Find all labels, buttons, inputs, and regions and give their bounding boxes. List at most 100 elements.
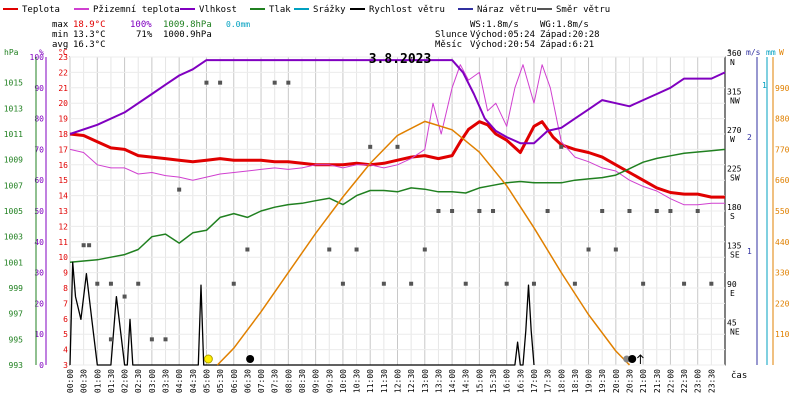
solar-tick-label: 330 bbox=[775, 269, 790, 278]
temp-tick-label: 11 bbox=[58, 238, 68, 247]
wind-direction-point bbox=[695, 209, 700, 213]
wind-direction-point bbox=[491, 209, 496, 213]
x-tick-label: 17:00 bbox=[530, 369, 539, 393]
wind-direction-point bbox=[436, 209, 441, 213]
pressure-tick-label: 1009 bbox=[4, 156, 23, 165]
wind-direction-point bbox=[613, 247, 618, 252]
solar-tick-label: 660 bbox=[775, 176, 790, 185]
temp-tick-label: 13 bbox=[58, 207, 68, 216]
moon-arrow-icon bbox=[637, 354, 644, 364]
x-tick-label: 10:30 bbox=[353, 369, 362, 393]
temp-tick-label: 22 bbox=[58, 68, 68, 77]
wind-direction-point bbox=[572, 281, 577, 286]
chart-title: 3.8.2023 bbox=[369, 52, 432, 67]
temp-tick-label: 6 bbox=[63, 315, 68, 324]
legend-item-label: Tlak bbox=[269, 5, 291, 15]
x-tick-label: 06:00 bbox=[230, 369, 239, 393]
temp-tick-label: 9 bbox=[63, 269, 68, 278]
x-tick-label: 01:00 bbox=[93, 369, 102, 393]
x-tick-label: 07:00 bbox=[257, 369, 266, 393]
direction-tick-label: NE bbox=[730, 328, 740, 337]
x-tick-label: 10:00 bbox=[339, 369, 348, 393]
stats-max-rain: 0.0mm bbox=[226, 20, 250, 29]
x-tick-label: 03:30 bbox=[162, 369, 171, 393]
humidity-tick-label: 60 bbox=[34, 176, 44, 185]
wind-direction-point bbox=[368, 144, 373, 149]
humidity-tick-label: 80 bbox=[34, 115, 44, 124]
x-tick-label: 23:30 bbox=[707, 369, 716, 393]
pressure-tick-label: 1013 bbox=[4, 104, 23, 113]
direction-tick-value: 360 bbox=[727, 49, 742, 58]
wind-direction-point bbox=[450, 209, 455, 213]
direction-tick-value: 270 bbox=[727, 126, 742, 135]
x-tick-label: 02:00 bbox=[121, 369, 130, 393]
x-tick-label: 08:00 bbox=[284, 369, 293, 393]
solar-tick-label: 440 bbox=[775, 238, 790, 247]
x-tick-label: 11:00 bbox=[366, 369, 375, 393]
temp-tick-label: 20 bbox=[58, 99, 68, 108]
wind-direction-point bbox=[586, 247, 591, 252]
humidity-tick-label: 20 bbox=[34, 299, 44, 308]
temp-tick-label: 3 bbox=[63, 361, 68, 370]
direction-tick-value: 90 bbox=[727, 280, 737, 289]
legend-item-label: Směr větru bbox=[556, 5, 610, 15]
wind-direction-point bbox=[682, 281, 687, 286]
pressure-tick-label: 999 bbox=[9, 284, 24, 293]
wind-direction-point bbox=[122, 294, 127, 299]
pressure-tick-label: 1005 bbox=[4, 207, 23, 216]
x-tick-label: 22:00 bbox=[666, 369, 675, 393]
temp-tick-label: 10 bbox=[58, 253, 68, 262]
stats-min-label: min bbox=[52, 30, 68, 40]
pressure-tick-label: 1015 bbox=[4, 79, 23, 88]
rain-unit: mm bbox=[766, 48, 776, 57]
wind-direction-point bbox=[81, 243, 86, 248]
stats-min-temp: 13.3°C bbox=[73, 30, 106, 40]
wind-direction-point bbox=[381, 281, 386, 286]
legend-item-label: Náraz větru bbox=[477, 5, 537, 15]
x-tick-label: 16:00 bbox=[503, 369, 512, 393]
x-tick-label: 07:30 bbox=[271, 369, 280, 393]
direction-tick-label: SE bbox=[730, 251, 740, 260]
stats-wg: WG:1.8m/s bbox=[540, 20, 589, 30]
sunset-icon bbox=[623, 355, 631, 363]
humidity-series bbox=[69, 59, 726, 145]
legend-item-label: Teplota bbox=[22, 5, 60, 15]
pressure-tick-label: 993 bbox=[9, 361, 24, 370]
stats-ws: WS:1.8m/s bbox=[470, 20, 519, 30]
temperature-unit: °C bbox=[58, 48, 68, 57]
wind-direction-point bbox=[627, 209, 632, 213]
wind-direction-point bbox=[163, 337, 168, 342]
direction-tick-label: NW bbox=[730, 97, 740, 106]
direction-tick-label: S bbox=[730, 212, 735, 221]
wind-direction-point bbox=[477, 209, 482, 213]
x-tick-label: 03:00 bbox=[148, 369, 157, 393]
direction-tick-value: 45 bbox=[727, 319, 737, 328]
stats-moon-label: Měsíc bbox=[435, 40, 462, 50]
pressure-tick-label: 1007 bbox=[4, 181, 23, 190]
x-tick-label: 01:30 bbox=[107, 369, 116, 393]
wind-direction-point bbox=[409, 281, 414, 286]
wind-direction-point bbox=[463, 281, 468, 286]
stats-avg-temp: 16.3°C bbox=[73, 40, 106, 50]
humidity-tick-label: 40 bbox=[34, 238, 44, 247]
wind-direction-point bbox=[95, 281, 100, 286]
wind-direction-point bbox=[545, 209, 550, 213]
temp-tick-label: 16 bbox=[58, 161, 68, 170]
stats-sunrise: Východ:05:24 bbox=[470, 30, 535, 40]
pressure-tick-label: 1001 bbox=[4, 258, 23, 267]
x-tick-label: 21:30 bbox=[653, 369, 662, 393]
x-tick-label: 14:00 bbox=[448, 369, 457, 393]
x-tick-label: 22:30 bbox=[680, 369, 689, 393]
wind-direction-point bbox=[422, 247, 427, 252]
temp-tick-label: 21 bbox=[58, 84, 68, 93]
direction-unit: ° bbox=[727, 48, 732, 57]
stats-sunset: Západ:20:28 bbox=[540, 30, 600, 40]
x-tick-label: 18:30 bbox=[571, 369, 580, 393]
chart-header: 3.8.2023 čas max 18.9°C 100% 1009.8hPa 0… bbox=[52, 20, 747, 381]
x-tick-label: 12:30 bbox=[407, 369, 416, 393]
wind-unit: m/s bbox=[746, 48, 761, 57]
temp-tick-label: 23 bbox=[58, 53, 68, 62]
x-tick-label: 05:30 bbox=[216, 369, 225, 393]
solar-tick-label: 550 bbox=[775, 207, 790, 216]
wind-direction-point bbox=[641, 281, 646, 286]
